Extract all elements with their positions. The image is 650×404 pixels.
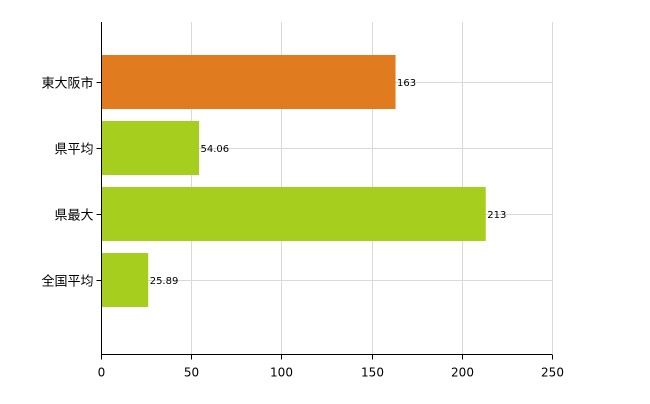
bars (101, 55, 486, 307)
x-tick-label-200: 200 (451, 366, 474, 380)
bar-3 (101, 253, 149, 307)
x-tick-label-250: 250 (541, 366, 564, 380)
x-tick-label-50: 50 (184, 366, 199, 380)
data-label-1: 54.06 (201, 144, 230, 155)
data-label-2: 213 (487, 210, 506, 221)
bar-2 (101, 187, 486, 241)
data-label-0: 163 (397, 78, 416, 89)
data-label-3: 25.89 (150, 276, 179, 287)
x-tick-label-100: 100 (270, 366, 293, 380)
category-label-3: 全国平均 (41, 274, 93, 290)
axes (96, 22, 553, 360)
bar-1 (101, 121, 200, 175)
category-label-0: 東大阪市 (41, 76, 93, 92)
category-label-2: 県最大 (54, 209, 93, 224)
x-tick-label-0: 0 (98, 366, 106, 380)
category-label-1: 県平均 (54, 143, 93, 158)
x-tick-label-150: 150 (361, 366, 384, 380)
bar-0 (101, 55, 396, 109)
